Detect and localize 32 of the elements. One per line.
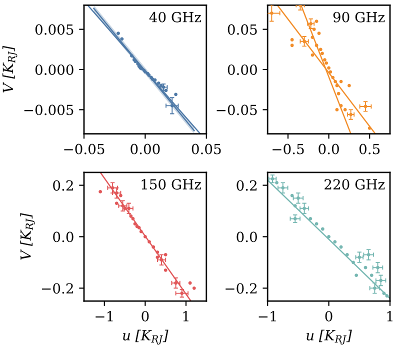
x-tick-label: −0.05 — [64, 144, 104, 154]
y-tick-label: 0.2 — [53, 180, 73, 191]
x-tick-label: −1 — [258, 310, 276, 322]
annotation: 150 GHz — [142, 179, 201, 190]
y-tick-label: −0.2 — [226, 283, 257, 294]
y-tick-label: −0.005 — [24, 104, 74, 116]
annotation: 90 GHz — [333, 12, 385, 22]
x-axis-title: u [K$_{RJ}$] — [306, 330, 352, 344]
y-tick-label: 0.000 — [35, 64, 74, 75]
x-tick-label: −0.5 — [272, 144, 304, 154]
y-tick-label: 0.0 — [236, 232, 257, 242]
y-tick-label: −0.05 — [216, 104, 257, 116]
x-tick-label: 0.05 — [192, 144, 221, 154]
x-tick-label: 0.0 — [318, 144, 339, 154]
annotation: 40 GHz — [149, 12, 201, 22]
y-axis-title: V [K$_{RJ}$] — [20, 213, 35, 260]
x-tick-label: −1 — [96, 310, 113, 322]
y-tick-label: −0.2 — [42, 283, 73, 294]
x-axis-title: u [K$_{RJ}$] — [122, 330, 168, 344]
x-tick-label: 1 — [387, 310, 392, 322]
x-tick-label: 1 — [183, 310, 188, 322]
y-tick-label: 0.2 — [236, 180, 257, 191]
x-tick-label: 0 — [325, 310, 332, 322]
y-axis-title: V [K$_{RJ}$] — [2, 46, 18, 93]
y-tick-label: 0.005 — [35, 24, 74, 35]
x-tick-label: 0 — [142, 310, 149, 322]
annotation: 220 GHz — [324, 179, 385, 190]
x-tick-label: 0.5 — [359, 144, 380, 154]
x-tick-label: 0.00 — [130, 144, 160, 154]
y-tick-label: 0.00 — [228, 64, 257, 75]
y-tick-label: 0.05 — [228, 24, 257, 35]
y-tick-label: 0.0 — [53, 232, 74, 242]
